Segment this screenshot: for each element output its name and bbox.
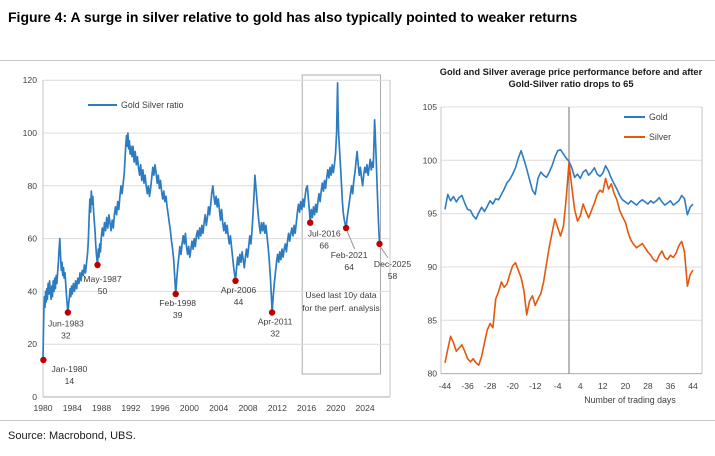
x-axis-title: Number of trading days — [584, 395, 676, 405]
annotation-value: 14 — [65, 376, 75, 386]
legend-label-ratio: Gold Silver ratio — [121, 100, 184, 110]
x-tick-label: 2004 — [209, 403, 228, 413]
y-tick-label: 105 — [423, 102, 438, 112]
x-tick-label: 2020 — [326, 403, 345, 413]
y-tick-label: 80 — [27, 181, 37, 191]
x-tick-label: 2024 — [356, 403, 375, 413]
annotation-date: Apr-2006 — [221, 285, 257, 295]
annotation-date: Jan-1980 — [51, 364, 87, 374]
min-marker — [94, 261, 101, 269]
y-tick-label: 95 — [427, 209, 437, 219]
min-marker — [40, 356, 47, 364]
annotation-value: 44 — [234, 297, 244, 307]
annotation-date: Feb-1998 — [159, 298, 196, 308]
title-divider — [0, 60, 715, 61]
note-box-text: Used last 10y data for the perf. analysi… — [302, 290, 380, 313]
x-tick-label: 1984 — [63, 403, 82, 413]
x-tick-label: -44 — [439, 381, 452, 391]
min-marker — [64, 309, 72, 316]
leader-line — [380, 246, 389, 259]
x-tick-label: -12 — [529, 381, 542, 391]
x-tick-label: -20 — [506, 381, 519, 391]
source-note: Source: Macrobond, UBS. — [8, 430, 136, 442]
legend-gold: Gold — [624, 112, 668, 122]
chart-canvas: 0 20 40 60 80 100 120 1980 1984 1988 1992 1996 2000 2… — [23, 74, 703, 413]
legend-label-gold: Gold — [649, 112, 668, 122]
note-box-rect — [301, 74, 382, 375]
leader-line — [346, 230, 356, 250]
y-tick-label: 120 — [23, 75, 38, 85]
annotation-value: 64 — [344, 262, 354, 272]
y-tick-label: 100 — [423, 155, 438, 165]
source-divider — [0, 420, 715, 421]
y-tick-label: 80 — [427, 369, 437, 379]
x-tick-label: 28 — [643, 381, 653, 391]
right-chart-title: Gold and Silver average price performanc… — [439, 67, 703, 89]
legend-line-gold-icon — [624, 116, 645, 118]
x-tick-label: 1988 — [92, 403, 111, 413]
gold-line — [444, 148, 694, 220]
x-tick-label: 1996 — [151, 403, 170, 413]
gold-silver-ratio-line — [42, 81, 381, 361]
y-tick-label: 85 — [427, 315, 437, 325]
y-tick-label: 90 — [427, 262, 437, 272]
x-tick-label: 36 — [666, 381, 676, 391]
annotation-date: Jul-2016 — [308, 229, 341, 239]
x-tick-label: 2008 — [238, 403, 257, 413]
x-tick-label: 20 — [621, 381, 631, 391]
x-tick-label: 2000 — [180, 403, 199, 413]
min-marker — [232, 277, 239, 284]
annotation-date: Dec-2025 — [374, 259, 411, 269]
annotation-date: Feb-2021 — [331, 250, 368, 260]
min-marker — [172, 290, 179, 298]
charts-area: 0 20 40 60 80 100 120 1980 1984 1988 1992 1996 2000 2… — [0, 62, 715, 418]
annotation-value: 39 — [173, 310, 183, 320]
x-tick-label: -36 — [461, 381, 474, 391]
legend-label-silver: Silver — [649, 132, 671, 142]
x-tick-label: 1992 — [121, 403, 140, 413]
y-tick-label: 0 — [32, 392, 37, 402]
x-tick-label: -28 — [484, 381, 497, 391]
legend-gold-silver-ratio: Gold Silver ratio — [88, 100, 184, 110]
y-tick-label: 100 — [23, 128, 38, 138]
legend-line-silver-icon — [624, 136, 645, 138]
x-tick-label: 12 — [598, 381, 608, 391]
legend-line-icon — [88, 104, 117, 106]
annotation-date: Apr-2011 — [258, 317, 293, 327]
min-marker — [307, 219, 314, 226]
y-tick-label: 20 — [27, 339, 37, 349]
x-tick-label: 2012 — [268, 403, 287, 413]
legend-silver: Silver — [624, 132, 671, 142]
annotation-value: 50 — [98, 286, 108, 296]
x-tick-label: 44 — [688, 381, 698, 391]
annotation-value: 58 — [388, 271, 398, 281]
silver-line — [444, 161, 694, 366]
min-marker — [342, 224, 350, 232]
x-tick-label: -4 — [554, 381, 562, 391]
annotation-date: May-1987 — [83, 274, 121, 284]
annotation-value: 66 — [319, 241, 329, 251]
y-tick-label: 40 — [27, 286, 37, 296]
y-tick-label: 60 — [27, 234, 37, 244]
figure-title: Figure 4: A surge in silver relative to … — [8, 9, 578, 25]
annotation-date: Jun-1983 — [48, 319, 84, 329]
annotation-value: 32 — [270, 329, 280, 339]
annotation-value: 32 — [61, 331, 71, 341]
x-tick-label: 1980 — [33, 403, 52, 413]
min-marker — [268, 309, 276, 316]
x-tick-label: 4 — [578, 381, 583, 391]
min-marker — [376, 240, 383, 248]
x-tick-label: 2016 — [297, 403, 316, 413]
